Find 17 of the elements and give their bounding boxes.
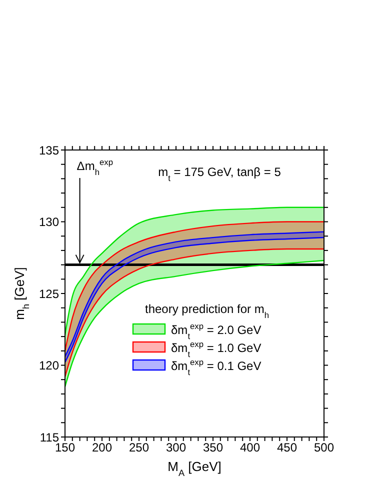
x-tick-label: 450	[276, 440, 298, 455]
y-tick-label: 120	[38, 358, 60, 373]
x-tick-label: 400	[240, 440, 260, 455]
y-tick-label: 135	[38, 143, 60, 158]
legend-label: δm$_{t}$$^{exp}$ = 2.0 GeV	[171, 321, 262, 341]
y-tick-label: 125	[38, 286, 60, 301]
x-tick-label: 250	[128, 440, 150, 455]
x-tick-label: 500	[314, 440, 334, 455]
x-axis-title: M$_{A}$ [GeV]	[168, 459, 222, 478]
legend-label: δm$_{t}$$^{exp}$ = 1.0 GeV	[171, 339, 262, 359]
x-tick-label: 350	[202, 440, 224, 455]
x-tick-label: 200	[92, 440, 112, 455]
legend-title: theory prediction for m$_{h}$	[145, 302, 270, 320]
x-tick-label: 300	[166, 440, 186, 455]
annotation: m$_{t}$ = 175 GeV, tanβ = 5	[158, 165, 282, 183]
legend-label: δm$_{t}$$^{exp}$ = 0.1 GeV	[171, 357, 262, 377]
y-tick-label: 130	[38, 215, 60, 230]
